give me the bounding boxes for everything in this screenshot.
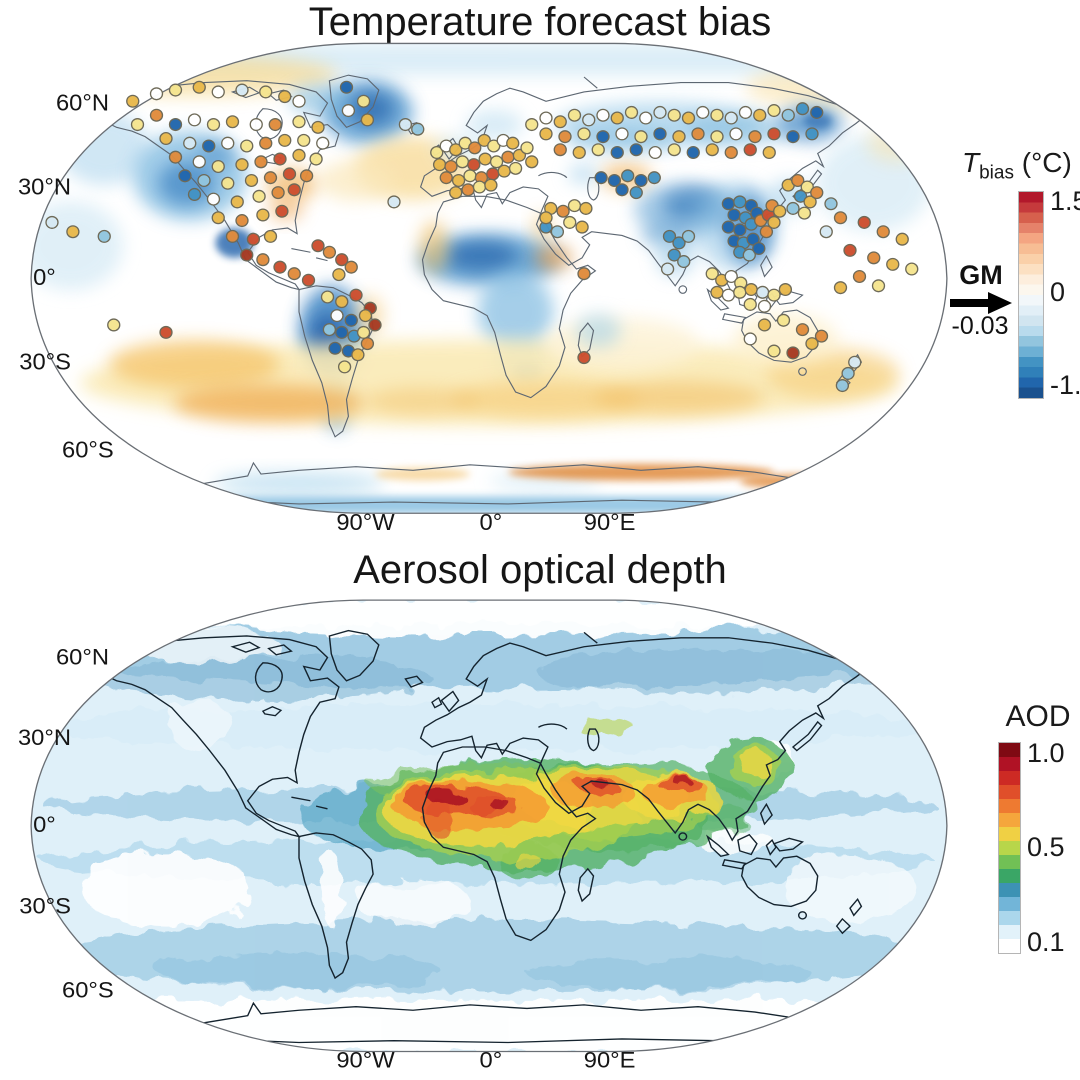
aod-colorbar (998, 742, 1021, 954)
lon-label-90e: 90°E (584, 1047, 636, 1072)
lat-label-0: 0° (33, 264, 56, 290)
tbias-colorbar (1018, 191, 1044, 399)
lat-label-60s: 60°S (62, 977, 114, 1002)
station-dots (45, 80, 919, 393)
gm-label: GM (959, 260, 1003, 290)
lon-label-90w: 90°W (336, 509, 395, 535)
aod-tick-min: 0.1 (1027, 927, 1065, 957)
gm-arrow-icon (950, 292, 1012, 314)
tbias-var: T (962, 147, 980, 178)
aod-tick-mid: 0.5 (1027, 832, 1065, 862)
tbias-colorbar-title: Tbias (°C) (962, 147, 1072, 185)
lat-label-60n: 60°N (56, 90, 109, 116)
tbias-unit: (°C) (1013, 147, 1072, 178)
lon-label-90w: 90°W (336, 1047, 395, 1072)
tbias-tick-max: 1.5 (1050, 186, 1080, 216)
lat-label-30s: 30°S (19, 349, 71, 375)
aerosol-optical-depth-map: 60°N 30°N 0° 30°S 60°S 90°W 0° 90°E (18, 599, 948, 1072)
aod-tick-max: 1.0 (1027, 738, 1065, 768)
gm-value: -0.03 (951, 312, 1009, 340)
lat-label-60n: 60°N (56, 644, 109, 669)
tbias-tick-min: -1.5 (1050, 370, 1080, 400)
lon-label-90e: 90°E (584, 509, 636, 535)
lat-label-30n: 30°N (18, 725, 71, 750)
temperature-bias-map: 60°N 30°N 0° 30°S 60°S 90°W 0° 90°E (18, 42, 948, 535)
lat-label-30n: 30°N (18, 174, 71, 200)
panel1-title: Temperature forecast bias (308, 0, 772, 44)
lat-label-0: 0° (33, 812, 56, 837)
lon-label-0: 0° (480, 509, 503, 535)
tbias-sub: bias (979, 162, 1014, 184)
lon-label-0: 0° (480, 1047, 503, 1072)
lat-label-30s: 30°S (19, 893, 71, 918)
aod-colorbar-title: AOD (1005, 700, 1071, 733)
tbias-tick-mid: 0 (1050, 277, 1066, 307)
lat-label-60s: 60°S (62, 437, 114, 463)
panel2-title: Aerosol optical depth (353, 548, 727, 592)
